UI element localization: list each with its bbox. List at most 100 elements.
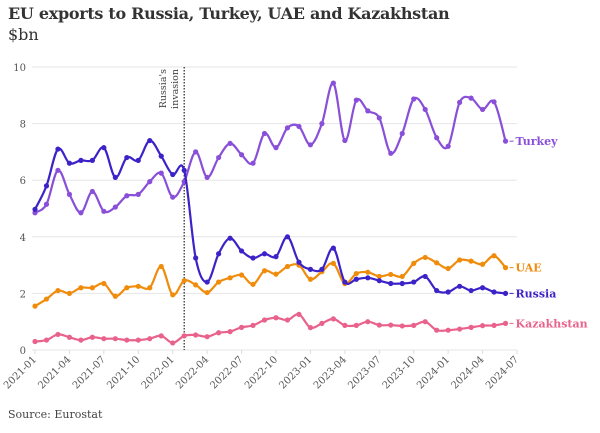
- data-point-russia: [422, 273, 428, 280]
- data-point-uae: [376, 273, 382, 280]
- data-point-turkey: [319, 121, 325, 127]
- data-point-russia: [365, 275, 371, 281]
- data-point-turkey: [422, 106, 428, 113]
- data-point-uae: [502, 265, 509, 271]
- data-point-kazakhstan: [365, 319, 371, 325]
- data-point-kazakhstan: [284, 317, 291, 323]
- data-point-russia: [353, 276, 359, 282]
- data-point-russia: [388, 280, 394, 287]
- data-point-kazakhstan: [479, 323, 486, 329]
- data-point-russia: [434, 287, 440, 294]
- data-point-uae: [411, 260, 417, 267]
- data-point-turkey: [158, 170, 164, 176]
- data-point-turkey: [170, 194, 176, 200]
- data-point-turkey: [135, 191, 141, 197]
- x-tick-label: 2022-01: [140, 354, 177, 391]
- data-point-russia: [170, 171, 176, 178]
- series-label-uae: UAE: [516, 262, 542, 275]
- data-point-russia: [330, 245, 336, 251]
- data-point-turkey: [411, 96, 417, 102]
- y-tick-label: 2: [20, 289, 26, 300]
- data-point-turkey: [365, 108, 371, 114]
- data-point-kazakhstan: [227, 329, 233, 335]
- data-point-uae: [43, 296, 50, 302]
- data-point-russia: [66, 160, 73, 166]
- data-point-uae: [124, 285, 130, 291]
- data-point-turkey: [296, 123, 302, 130]
- data-point-uae: [89, 285, 95, 291]
- x-tick-label: 2023-10: [381, 354, 418, 391]
- y-tick-label: 6: [20, 176, 26, 187]
- data-point-kazakhstan: [158, 333, 164, 339]
- data-point-uae: [422, 254, 428, 261]
- data-point-kazakhstan: [330, 316, 336, 322]
- data-point-uae: [32, 303, 38, 309]
- data-point-turkey: [112, 204, 118, 210]
- data-point-turkey: [376, 115, 382, 121]
- data-point-turkey: [204, 174, 210, 180]
- data-point-turkey: [66, 191, 73, 197]
- x-tick-label: 2024-07: [484, 354, 521, 391]
- data-point-uae: [468, 258, 474, 264]
- data-point-turkey: [101, 208, 107, 214]
- data-point-turkey: [342, 137, 348, 144]
- data-point-russia: [261, 251, 268, 257]
- data-point-kazakhstan: [135, 337, 141, 343]
- data-point-kazakhstan: [296, 311, 302, 317]
- x-tick-label: 2023-04: [312, 354, 349, 391]
- data-point-russia: [479, 285, 486, 291]
- data-point-russia: [457, 283, 463, 289]
- data-point-kazakhstan: [445, 327, 451, 333]
- data-point-uae: [66, 290, 73, 296]
- data-point-kazakhstan: [124, 337, 130, 343]
- data-point-turkey: [238, 152, 245, 158]
- data-point-uae: [135, 283, 141, 289]
- data-point-uae: [170, 292, 176, 298]
- data-point-russia: [342, 279, 348, 285]
- data-point-turkey: [502, 138, 509, 144]
- x-tick-label: 2023-01: [277, 354, 314, 391]
- invasion-annotation: invasion: [170, 69, 181, 109]
- data-point-turkey: [491, 99, 497, 105]
- data-point-kazakhstan: [112, 336, 118, 342]
- data-point-turkey: [55, 167, 61, 173]
- data-point-russia: [273, 254, 279, 260]
- data-point-russia: [55, 146, 61, 152]
- data-point-russia: [43, 183, 50, 189]
- data-point-turkey: [193, 149, 199, 155]
- data-point-kazakhstan: [216, 330, 222, 336]
- data-point-russia: [296, 259, 302, 265]
- data-point-turkey: [284, 125, 291, 131]
- data-point-turkey: [479, 106, 486, 113]
- x-tick-label: 2023-07: [346, 354, 383, 391]
- data-point-uae: [193, 282, 199, 288]
- data-point-turkey: [307, 142, 314, 148]
- series-label-turkey: Turkey: [516, 135, 559, 148]
- y-tick-label: 0: [20, 346, 26, 357]
- data-point-turkey: [124, 193, 130, 199]
- series-line-russia: [34, 139, 506, 295]
- data-point-turkey: [353, 97, 359, 103]
- data-point-turkey: [261, 130, 268, 137]
- data-point-uae: [273, 271, 279, 277]
- data-point-kazakhstan: [147, 336, 153, 342]
- data-point-kazakhstan: [502, 320, 509, 326]
- data-point-turkey: [330, 80, 336, 86]
- series-label-kazakhstan: Kazakhstan: [516, 317, 588, 330]
- data-point-russia: [181, 167, 187, 173]
- data-point-uae: [388, 271, 394, 278]
- data-point-turkey: [78, 210, 84, 216]
- data-point-kazakhstan: [78, 337, 84, 343]
- data-point-kazakhstan: [491, 322, 497, 328]
- data-point-turkey: [445, 143, 451, 149]
- data-point-uae: [261, 268, 268, 274]
- data-point-turkey: [250, 160, 256, 166]
- data-point-uae: [147, 285, 153, 291]
- x-tick-label: 2021-10: [105, 354, 142, 391]
- data-point-uae: [353, 270, 359, 277]
- data-point-kazakhstan: [273, 315, 279, 321]
- data-point-uae: [78, 285, 84, 291]
- data-point-russia: [319, 266, 325, 272]
- data-point-uae: [55, 287, 61, 294]
- data-point-kazakhstan: [89, 334, 95, 340]
